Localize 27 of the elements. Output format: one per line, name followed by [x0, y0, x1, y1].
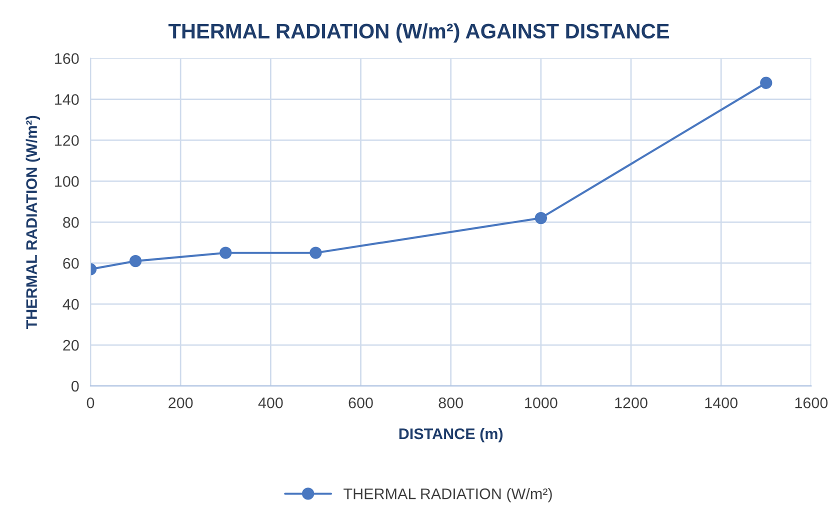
y-tick-label: 0 [71, 380, 79, 392]
y-tick-label: 160 [55, 53, 79, 64]
x-tick-label: 800 [438, 397, 463, 408]
point [220, 246, 232, 259]
chart-title: THERMAL RADIATION (W/m²) AGAINST DISTANCE [168, 23, 669, 43]
y-tick-label: 80 [63, 217, 79, 228]
x-axis-title: DISTANCE (m) [399, 428, 503, 442]
point [310, 246, 322, 259]
x-tick-label: 200 [168, 397, 193, 408]
y-tick-label: 60 [63, 258, 79, 269]
y-tick-label: 120 [55, 135, 79, 146]
x-tick-label: 1600 [795, 397, 828, 408]
y-tick-label: 140 [55, 94, 79, 105]
legend-label: THERMAL RADIATION (W/m²) [344, 488, 552, 502]
y-tick-label: 20 [63, 340, 79, 351]
point [760, 76, 772, 89]
point [534, 212, 548, 224]
x-tick-label: 0 [86, 397, 94, 408]
x-tick-label: 400 [258, 397, 283, 408]
point [129, 254, 142, 268]
x-tick-label: 1200 [615, 397, 648, 408]
y-tick-label: 40 [62, 298, 79, 310]
y-axis-title: THERMAL RADIATION (W/m²) [26, 116, 40, 330]
x-tick-label: 600 [348, 397, 373, 408]
x-tick-label: 1000 [525, 397, 558, 408]
x-tick-label: 1400 [705, 397, 738, 408]
y-tick-label: 100 [55, 176, 79, 187]
